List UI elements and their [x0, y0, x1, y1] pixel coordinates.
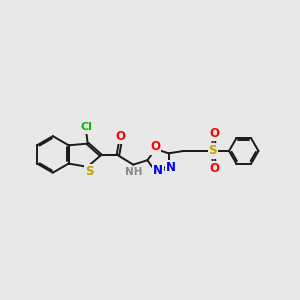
Text: NH: NH: [125, 167, 143, 177]
Text: O: O: [209, 127, 219, 140]
Text: S: S: [85, 165, 93, 178]
Text: Cl: Cl: [80, 122, 92, 132]
Text: O: O: [115, 130, 125, 142]
Text: N: N: [153, 164, 163, 177]
Text: N: N: [166, 161, 176, 174]
Text: O: O: [209, 162, 219, 175]
Text: O: O: [150, 140, 160, 154]
Text: S: S: [208, 145, 217, 158]
